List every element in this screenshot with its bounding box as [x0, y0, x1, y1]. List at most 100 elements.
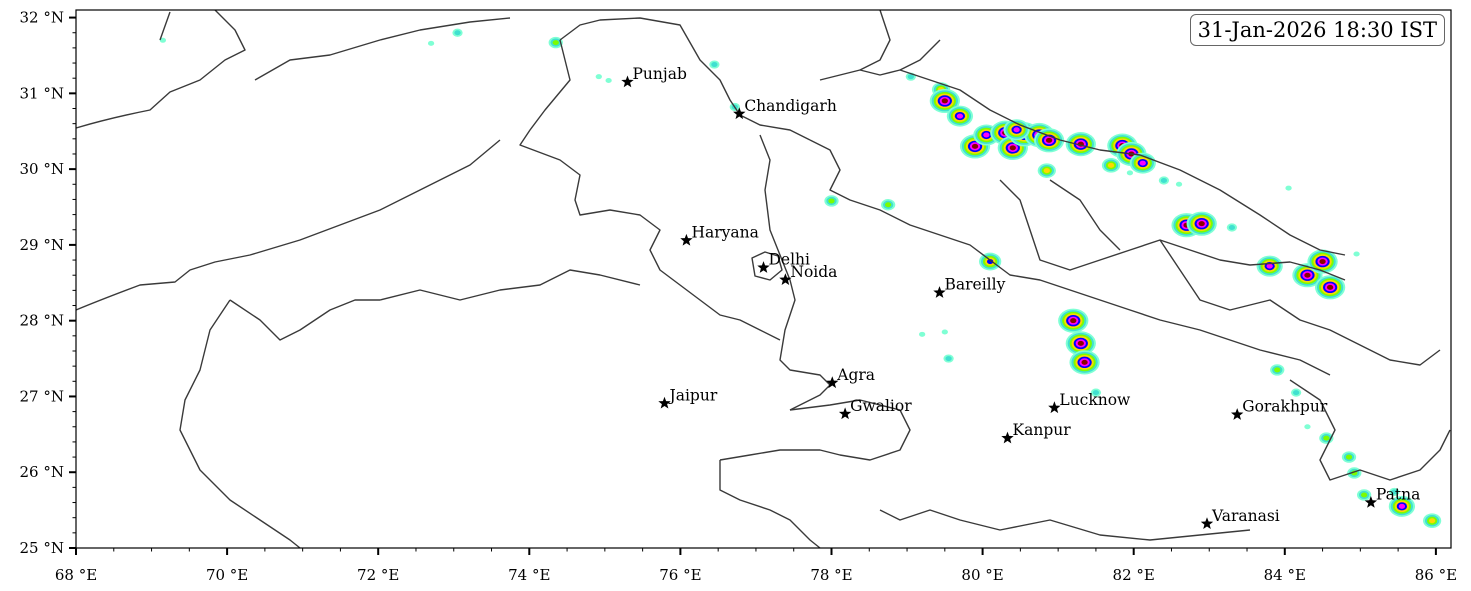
- precip-cell: [1356, 489, 1372, 501]
- precip-band: [595, 74, 602, 80]
- precip-cell: [1003, 119, 1030, 141]
- precip-cell: [946, 105, 974, 127]
- x-tick-label: 76 °E: [659, 566, 701, 584]
- precipitation-layer: [159, 28, 1442, 529]
- boundary-delhi: [751, 251, 783, 281]
- precip-band: [987, 259, 994, 265]
- precip-cell: [1304, 424, 1311, 430]
- precip-cell: [824, 195, 839, 207]
- precip-cell: [1175, 181, 1183, 187]
- city-label-bareilly: Bareilly: [945, 276, 1006, 294]
- precip-band: [971, 143, 979, 149]
- boundary-rajasthan-sw2: [179, 299, 301, 549]
- precip-band: [919, 331, 926, 337]
- precip-cell: [1065, 132, 1096, 157]
- precip-band: [983, 132, 990, 138]
- boundary-punjab: [559, 17, 811, 141]
- precip-band: [941, 329, 948, 335]
- precip-cell: [943, 354, 954, 363]
- precip-band: [1077, 340, 1084, 346]
- city-marker-patna: [1364, 496, 1378, 508]
- timestamp-box: 31-Jan-2026 18:30 IST: [1189, 14, 1445, 46]
- city-marker-varanasi: [1200, 517, 1214, 529]
- city-label-gwalior: Gwalior: [850, 397, 912, 415]
- x-tick-label: 68 °E: [55, 566, 97, 584]
- precip-cell: [1353, 251, 1360, 257]
- y-axis: 25 °N 26 °N 27 °N 28 °N 29 °N 30 °N 31 °N 32 °N: [20, 9, 76, 557]
- precip-band: [1292, 390, 1300, 396]
- precip-band: [1285, 185, 1292, 191]
- precip-band: [605, 77, 612, 83]
- city-label-kanpur: Kanpur: [1013, 421, 1072, 439]
- city-label-haryana: Haryana: [691, 223, 758, 241]
- precip-band: [1126, 170, 1134, 176]
- city-label-punjab: Punjab: [633, 65, 687, 83]
- precip-cell: [979, 252, 1002, 271]
- boundary-rajasthan-sw: [229, 269, 641, 341]
- city-label-gorakhpur: Gorakhpur: [1242, 398, 1328, 416]
- precip-cell: [1388, 495, 1416, 517]
- precip-cell: [1101, 158, 1121, 173]
- precip-cell: [452, 28, 463, 37]
- city-marker-gwalior: [838, 407, 852, 420]
- x-tick-label: 82 °E: [1113, 566, 1155, 584]
- precip-cell: [709, 60, 720, 69]
- precip-band: [1428, 518, 1436, 524]
- map-frame: [75, 9, 1452, 549]
- y-tick-label: 32 °N: [20, 9, 64, 27]
- precip-band: [1266, 263, 1273, 269]
- city-marker-punjab: [621, 75, 634, 88]
- precip-cell: [1069, 350, 1100, 375]
- precip-band: [1304, 424, 1311, 430]
- x-tick-label: 80 °E: [961, 566, 1003, 584]
- boundary-pak-west: [75, 9, 246, 129]
- precip-cell: [881, 199, 896, 211]
- precip-cell: [1256, 255, 1283, 277]
- precip-cell: [1314, 275, 1346, 300]
- city-label-lucknow: Lucknow: [1059, 391, 1131, 409]
- precip-band: [1228, 224, 1236, 230]
- city-label-delhi: Delhi: [769, 251, 811, 269]
- precip-band: [1139, 160, 1146, 166]
- precip-band: [1045, 137, 1053, 143]
- precip-band: [1160, 177, 1168, 183]
- precip-band: [159, 37, 167, 43]
- precip-band: [907, 74, 914, 80]
- boundary-mp-n: [719, 399, 911, 461]
- y-tick-label: 25 °N: [20, 539, 64, 557]
- y-tick-label: 29 °N: [20, 236, 64, 254]
- boundary-nepal-s: [999, 179, 1346, 281]
- precip-cell: [605, 77, 612, 83]
- x-axis: 68 °E 70 °E 72 °E 74 °E 76 °E 78 °E 80 °E 82 °E…: [55, 548, 1457, 584]
- y-tick-label: 28 °N: [20, 312, 64, 330]
- precip-cell: [1065, 331, 1096, 356]
- precip-cell: [1389, 487, 1400, 497]
- precip-band: [454, 30, 461, 36]
- precip-cell: [1158, 176, 1170, 185]
- boundary-nepal-n: [819, 69, 1346, 256]
- precip-band: [1391, 489, 1398, 495]
- boundary-bihar: [1289, 379, 1451, 481]
- x-tick-label: 74 °E: [508, 566, 550, 584]
- precip-cell: [1422, 513, 1442, 529]
- x-tick-label: 86 °E: [1415, 566, 1457, 584]
- precip-band: [828, 198, 835, 204]
- precip-cell: [427, 40, 435, 46]
- precip-cell: [159, 37, 167, 43]
- precip-band: [1013, 127, 1020, 133]
- precip-band: [945, 356, 952, 362]
- city-marker-agra: [826, 376, 839, 389]
- boundary-mp-s: [719, 460, 821, 549]
- boundary-haryana-e: [759, 134, 831, 411]
- y-tick-label: 30 °N: [20, 160, 64, 178]
- x-tick-label: 72 °E: [357, 566, 399, 584]
- precip-band: [1319, 259, 1326, 265]
- precip-band: [1360, 492, 1368, 498]
- y-tick-label: 26 °N: [20, 463, 64, 481]
- boundary-pak-south: [75, 139, 501, 311]
- precip-cell: [1270, 364, 1285, 376]
- precip-band: [552, 40, 559, 46]
- y-tick-label: 31 °N: [20, 84, 64, 102]
